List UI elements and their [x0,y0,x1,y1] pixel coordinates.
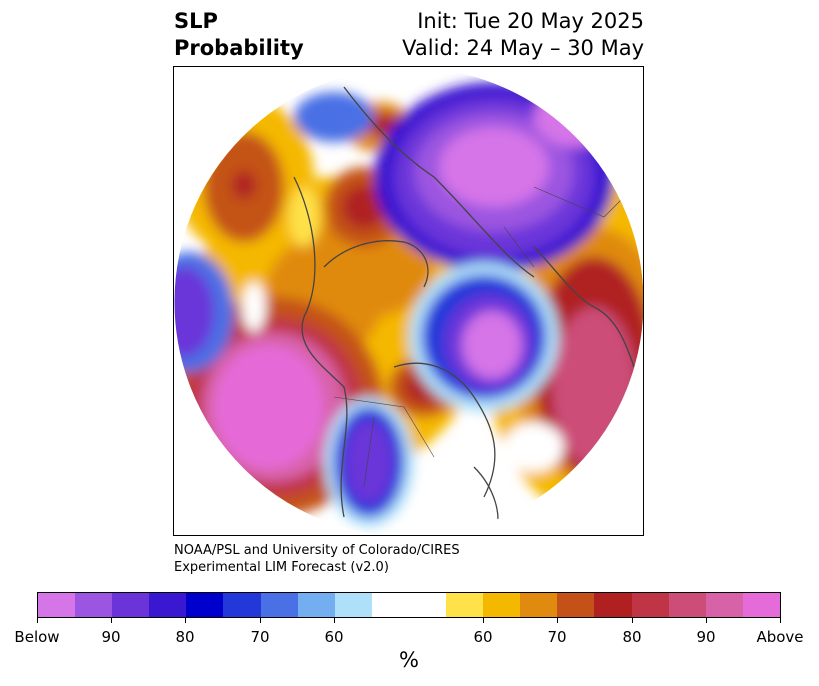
colorbar-cell [631,593,669,617]
colorbar-cell [408,593,447,617]
colorbar-cell [334,593,372,617]
valid-range: Valid: 24 May – 30 May [402,36,644,60]
colorbar-tick-label: 60 [473,628,493,646]
colorbar-tickmark [706,618,707,623]
colorbar-cell [186,593,224,617]
colorbar-tick-label: 70 [250,628,270,646]
colorbar-cell [483,593,521,617]
colorbar-tickmark [557,618,558,623]
colorbar-unit: % [399,648,419,672]
colorbar-cell [75,593,113,617]
init-date: Init: Tue 20 May 2025 [417,9,644,33]
colorbar-cell [557,593,595,617]
colorbar-cell [297,593,335,617]
colorbar-cell [223,593,261,617]
colorbar-cell [112,593,150,617]
title-variable: SLP [174,9,218,33]
credit-line-2: Experimental LIM Forecast (v2.0) [174,560,389,575]
probability-map [174,67,643,535]
colorbar-tickmark [483,618,484,623]
colorbar-cell [446,593,484,617]
colorbar-cell [668,593,706,617]
credit: NOAA/PSL and University of Colorado/CIRE… [174,542,460,576]
colorbar-tickmark [334,618,335,623]
colorbar-cell [149,593,187,617]
title-right: Init: Tue 20 May 2025 Valid: 24 May – 30… [402,8,644,62]
colorbar-tick-label: 60 [324,628,344,646]
colorbar-cell [705,593,743,617]
colorbar-tick-label: Below [14,628,60,646]
colorbar-tickmark [37,618,38,623]
colorbar-tickmark [111,618,112,623]
colorbar-cell [594,593,632,617]
coastlines [293,86,635,535]
colorbar-tickmark [780,618,781,623]
colorbar-tick-label: 90 [101,628,121,646]
contour-field [174,67,643,535]
colorbar-tick-label: 90 [696,628,716,646]
credit-line-1: NOAA/PSL and University of Colorado/CIRE… [174,543,460,558]
colorbar-tick-label: 70 [547,628,567,646]
colorbar-tick-label: 80 [175,628,195,646]
colorbar-cell [260,593,298,617]
colorbar-tickmark [260,618,261,623]
colorbar-tickmark [632,618,633,623]
colorbar [37,592,781,618]
colorbar-cell [371,593,409,617]
map-frame [173,66,644,536]
colorbar-tickmark [185,618,186,623]
title-type: Probability [174,36,304,60]
colorbar-cell [520,593,558,617]
colorbar-tick-label: 80 [622,628,642,646]
colorbar-cell [742,593,780,617]
title-left: SLP Probability [174,8,304,62]
colorbar-cell [38,593,76,617]
colorbar-tick-label: Above [756,628,804,646]
